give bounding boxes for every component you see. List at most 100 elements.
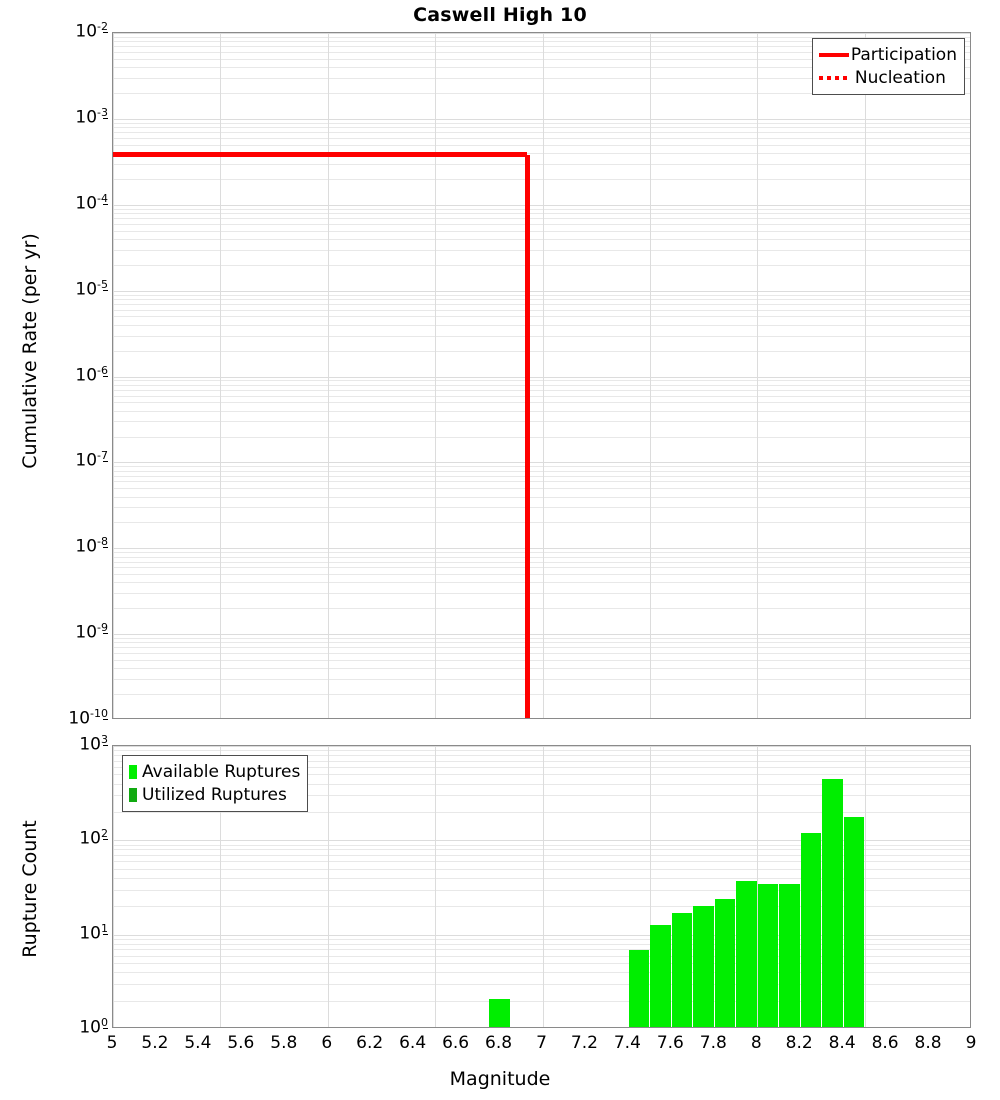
gridline-minor [113, 421, 970, 423]
x-tick-label: 9 [965, 1033, 977, 1053]
y-tick-label: 10-7 [75, 449, 108, 472]
gridline-vertical [327, 33, 329, 718]
y-tick-label: 10-9 [75, 621, 108, 643]
gridline-minor [113, 316, 970, 318]
x-tick-label: 5.8 [270, 1033, 298, 1053]
x-tick-label: 7 [536, 1033, 547, 1053]
x-tick-label: 8.2 [785, 1033, 813, 1053]
gridline-vertical [542, 33, 544, 718]
gridline-minor [113, 127, 970, 129]
gridline-minor [113, 58, 970, 60]
gridline-minor [113, 410, 970, 412]
gridline-minor [113, 983, 970, 985]
bottom-panel-y-axis-title: Rupture Count [19, 820, 41, 958]
y-tick-mark [103, 933, 108, 935]
gridline-minor [113, 389, 970, 391]
gridline-minor [113, 811, 970, 813]
dark-green-square-swatch-icon [129, 787, 137, 802]
gridline-minor [113, 972, 970, 974]
gridline-minor [113, 77, 970, 79]
gridline-vertical [113, 33, 114, 718]
gridline-major [113, 118, 970, 120]
gridline-minor [113, 137, 970, 139]
gridline-minor [113, 1000, 970, 1002]
y-tick-label: 100 [79, 1016, 108, 1038]
bottom-panel-legend: Available Ruptures Utilized Ruptures [122, 755, 309, 812]
dotted-line-swatch-icon [818, 75, 849, 80]
gridline-minor [113, 659, 970, 661]
gridline-minor [113, 395, 970, 397]
participation-horizontal-segment [113, 152, 528, 158]
gridline-major [113, 290, 970, 292]
x-axis-title: Magnitude [449, 1068, 551, 1090]
y-tick-mark [103, 461, 108, 463]
gridline-major [113, 746, 970, 747]
y-tick-mark [103, 117, 108, 119]
y-tick-mark [103, 745, 108, 746]
gridline-minor [113, 653, 970, 655]
gridline-minor [113, 642, 970, 644]
gridline-minor [113, 298, 970, 300]
gridline-minor [113, 294, 970, 296]
gridline-minor [113, 350, 970, 352]
gridline-major [113, 376, 970, 378]
y-tick-label: 10-5 [75, 277, 108, 300]
gridline-minor [113, 466, 970, 468]
gridline-vertical [649, 746, 651, 1027]
rupture-count-bar [800, 832, 822, 1027]
gridline-minor [113, 488, 970, 490]
legend-label-available-ruptures: Available Ruptures [142, 761, 301, 782]
gridline-minor [113, 750, 970, 752]
gridline-major [113, 840, 970, 842]
gridline-minor [113, 218, 970, 220]
gridline-minor [113, 556, 970, 558]
y-tick-mark [103, 719, 108, 720]
gridline-minor [113, 854, 970, 856]
gridline-vertical [220, 746, 222, 1027]
gridline-minor [113, 955, 970, 957]
rupture-count-bar [489, 998, 510, 1027]
y-tick-mark [103, 289, 108, 291]
rupture-count-bar [736, 881, 757, 1027]
gridline-minor [113, 67, 970, 69]
gridline-minor [113, 943, 970, 945]
rupture-count-bar [822, 778, 843, 1027]
gridline-minor [113, 949, 970, 951]
x-tick-label: 8.8 [914, 1033, 942, 1053]
top-panel-y-ticks: 10-2 10-3 10-4 10-5 10-6 10-7 10-8 10-9 10-10 [4, 20, 108, 729]
gridline-minor [113, 638, 970, 640]
gridline-minor [113, 889, 970, 891]
x-tick-label: 7.2 [570, 1033, 598, 1053]
top-panel-legend: Participation Nucleation [811, 38, 965, 95]
x-tick-label: 8 [750, 1033, 762, 1053]
gridline-vertical [757, 746, 759, 1027]
gridline-minor [113, 561, 970, 563]
gridline-minor [113, 766, 970, 768]
gridline-vertical [435, 746, 437, 1027]
gridline-minor [113, 582, 970, 584]
rupture-count-bar [714, 898, 736, 1027]
gridline-minor [113, 436, 970, 438]
gridline-vertical [757, 33, 759, 718]
gridline-minor [113, 249, 970, 251]
gridline-minor [113, 608, 970, 610]
gridline-vertical [113, 746, 114, 1027]
x-tick-label: 6.8 [485, 1033, 513, 1053]
x-tick-label: 5.4 [184, 1033, 212, 1053]
figure-title: Caswell High 10 [413, 4, 587, 26]
gridline-minor [113, 178, 970, 180]
gridline-minor [113, 574, 970, 576]
gridline-vertical [649, 33, 651, 718]
gridline-minor [113, 41, 970, 43]
gridline-vertical [864, 33, 866, 718]
x-tick-label: 6.4 [399, 1033, 427, 1053]
gridline-minor [113, 324, 970, 326]
gridline-minor [113, 567, 970, 569]
gridline-major [113, 634, 970, 636]
x-tick-label: 7.4 [613, 1033, 641, 1053]
y-tick-label: 10-2 [75, 20, 108, 42]
gridline-vertical [542, 746, 544, 1027]
x-tick-label: 6.2 [356, 1033, 384, 1053]
y-tick-label: 103 [79, 733, 108, 755]
gridline-minor [113, 795, 970, 797]
